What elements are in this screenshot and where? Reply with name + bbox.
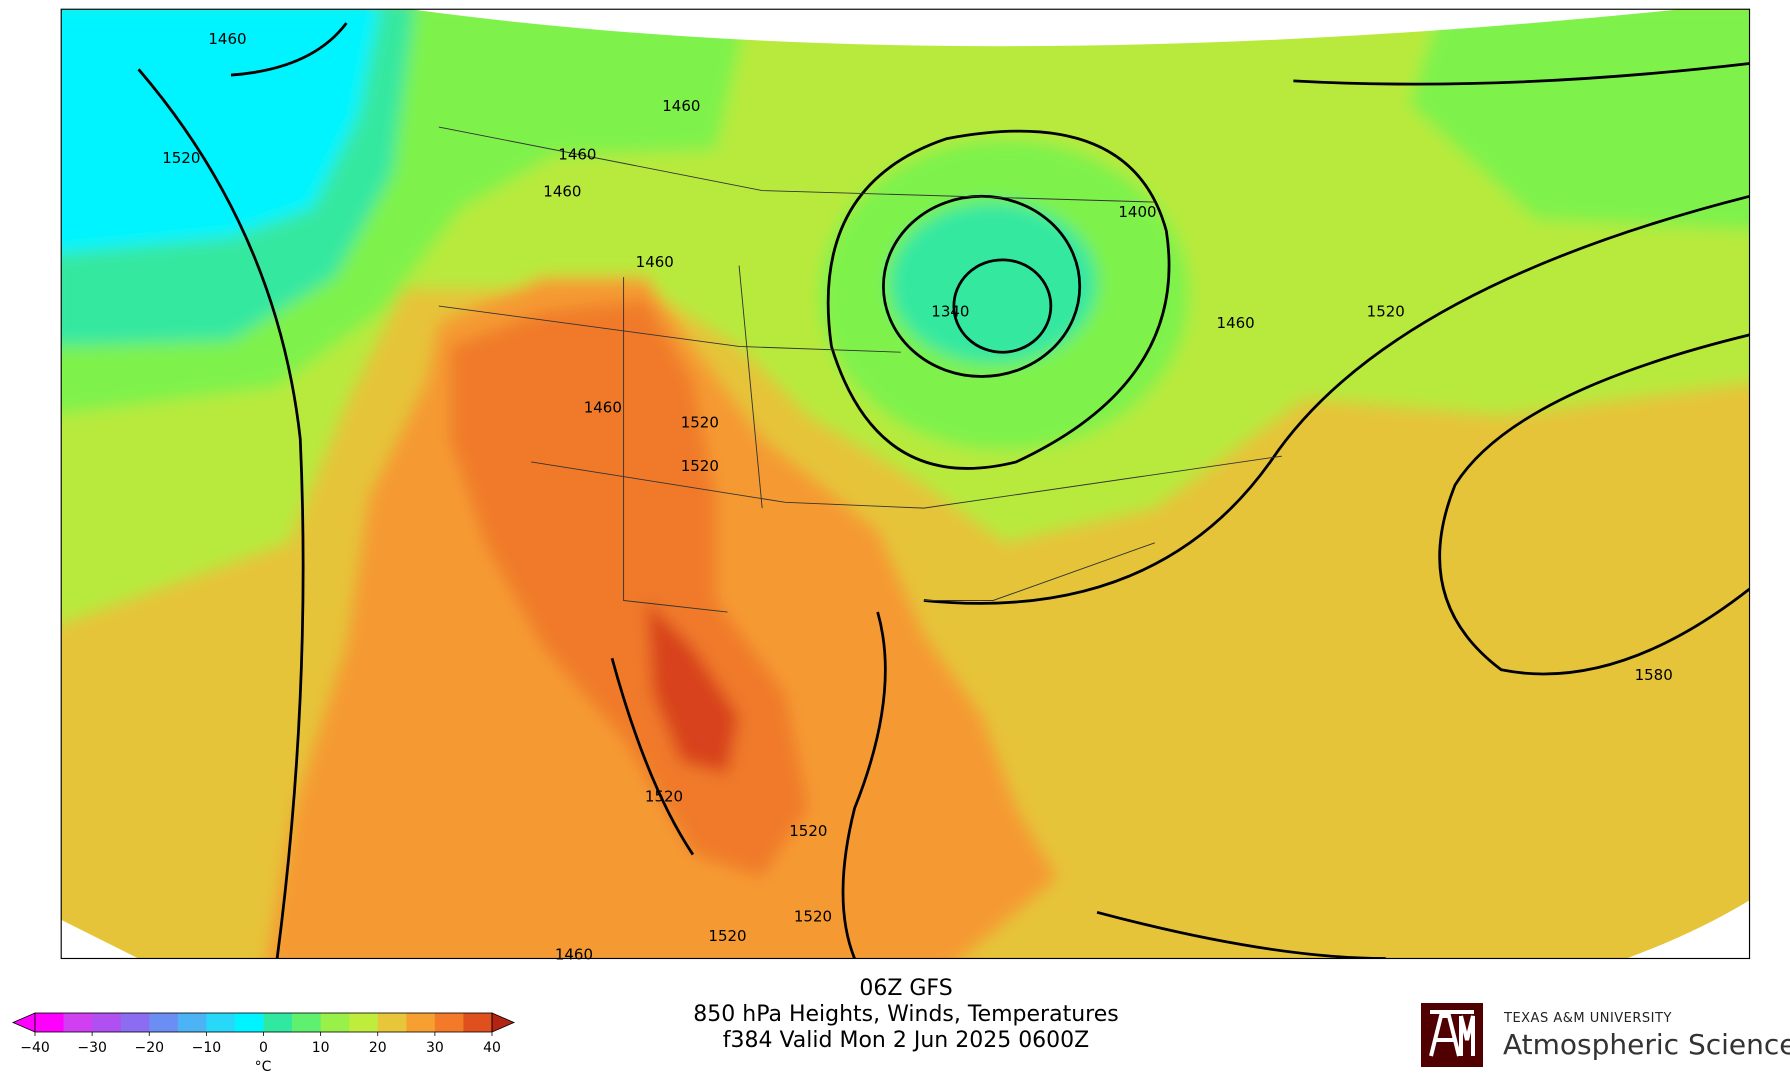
contour-label: 1520	[789, 822, 827, 840]
contour-label: 1460	[662, 97, 700, 115]
colorbar-segment	[320, 1013, 350, 1032]
colorbar-segment	[63, 1013, 93, 1032]
colorbar-unit: °C	[255, 1059, 272, 1075]
contour-label: 1520	[1367, 302, 1405, 320]
colorbar: −40 −30 −20 −10 0 10 20 30 40	[11, 1012, 516, 1056]
contour-label: 1460	[555, 946, 593, 964]
logo-university: TEXAS A&M UNIVERSITY	[1503, 1011, 1672, 1026]
contour-labels: 1460 1520 1460 1460 1460 1460 1460 1520 1520 1400…	[162, 30, 1673, 964]
colorbar-tick-label: −40	[20, 1040, 50, 1056]
temperature-field	[61, 9, 1750, 959]
colorbar-tick-label: 10	[312, 1040, 330, 1056]
title-line: f384 Valid Mon 2 Jun 2025 0600Z	[723, 1028, 1090, 1053]
colorbar-tick-label: 0	[259, 1040, 268, 1056]
contour-label: 1400	[1118, 203, 1156, 221]
title-line: 850 hPa Heights, Winds, Temperatures	[693, 1002, 1118, 1027]
contour-label: 1520	[681, 457, 719, 475]
logo: TEXAS A&M UNIVERSITY Atmospheric Science…	[1421, 1003, 1790, 1067]
colorbar-segment	[463, 1013, 493, 1032]
title-line: 06Z GFS	[859, 976, 952, 1001]
contour-label: 1460	[1217, 314, 1255, 332]
colorbar-tick-label: −10	[192, 1040, 222, 1056]
map: 1460 1520 1460 1460 1460 1460 1460 1520 1520 1400…	[60, 8, 1751, 964]
contour-label: 1520	[708, 927, 746, 945]
colorbar-segment	[234, 1013, 264, 1032]
colorbar-segment	[206, 1013, 236, 1032]
colorbar-segment	[377, 1013, 407, 1032]
colorbar-segment	[349, 1013, 379, 1032]
contour-label: 1460	[636, 253, 674, 271]
contour-label: 1460	[543, 182, 581, 200]
colorbar-segment	[120, 1013, 150, 1032]
map-frame	[60, 8, 1751, 960]
colorbar-tick-label: −30	[77, 1040, 107, 1056]
logo-department: Atmospheric Sciences	[1503, 1028, 1790, 1061]
contour-label: 1580	[1635, 666, 1673, 684]
colorbar-segment	[406, 1013, 436, 1032]
colorbar-segment	[92, 1013, 122, 1032]
contour-label: 1460	[208, 30, 246, 48]
contour-label: 1460	[558, 145, 596, 163]
colorbar-segment	[434, 1013, 464, 1032]
colorbar-tick-label: 20	[369, 1040, 387, 1056]
colorbar-segment	[177, 1013, 207, 1032]
contour-label: 1340	[931, 302, 969, 320]
contour-label: 1460	[584, 398, 622, 416]
contour-label: 1520	[681, 413, 719, 431]
colorbar-tick-label: −20	[134, 1040, 164, 1056]
colorbar-tick-label: 40	[483, 1040, 501, 1056]
colorbar-extend	[11, 1012, 36, 1033]
colorbar-segment	[263, 1013, 293, 1032]
colorbar-segment	[292, 1013, 322, 1032]
colorbar-segment	[149, 1013, 179, 1032]
colorbar-segment	[35, 1013, 65, 1032]
colorbar-extend	[491, 1012, 516, 1033]
contour-label: 1520	[162, 149, 200, 167]
contour-label: 1520	[794, 908, 832, 926]
colorbar-tick-label: 30	[426, 1040, 444, 1056]
contour-label: 1520	[645, 787, 683, 805]
